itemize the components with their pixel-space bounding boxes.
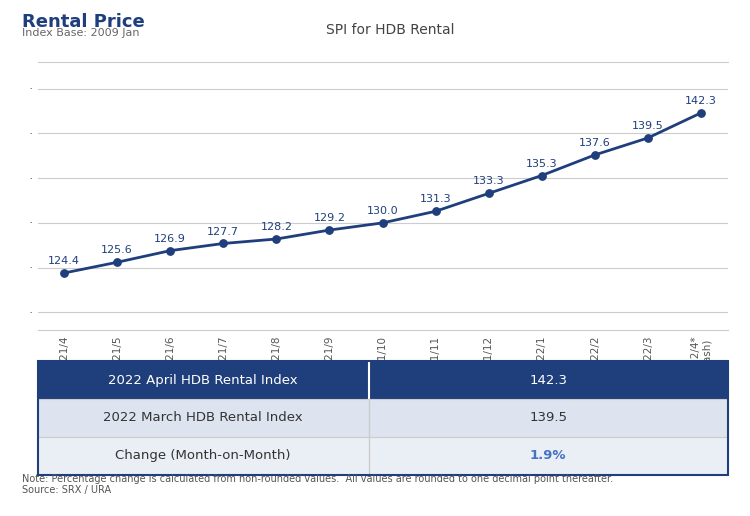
Text: 139.5: 139.5	[632, 121, 664, 131]
Point	[323, 226, 335, 234]
Text: 137.6: 137.6	[579, 138, 610, 148]
Point	[217, 239, 229, 248]
Point	[642, 134, 654, 142]
Point	[270, 235, 282, 243]
Text: 127.7: 127.7	[207, 227, 239, 236]
Point	[164, 247, 176, 255]
Text: 1.9%: 1.9%	[530, 449, 566, 462]
Text: 142.3: 142.3	[529, 374, 567, 386]
Text: 126.9: 126.9	[154, 234, 186, 244]
Text: 125.6: 125.6	[101, 245, 133, 255]
Point	[111, 258, 123, 266]
Text: Change (Month-on-Month): Change (Month-on-Month)	[116, 449, 291, 462]
Text: Rental Price: Rental Price	[22, 13, 146, 31]
Point	[58, 269, 70, 277]
Text: Note: Percentage change is calculated from non-rounded values.  All values are r: Note: Percentage change is calculated fr…	[22, 474, 613, 495]
Text: 130.0: 130.0	[367, 206, 398, 216]
Text: 124.4: 124.4	[48, 256, 80, 266]
Text: SPI for HDB Rental: SPI for HDB Rental	[326, 23, 454, 37]
Point	[376, 219, 388, 227]
Point	[483, 189, 495, 198]
Text: 2022 March HDB Rental Index: 2022 March HDB Rental Index	[104, 411, 303, 425]
Bar	[38, 361, 728, 399]
Point	[536, 171, 548, 180]
Text: 133.3: 133.3	[472, 176, 505, 186]
Point	[695, 109, 707, 117]
Point	[589, 151, 601, 159]
Point	[430, 207, 442, 215]
Text: Index Base: 2009 Jan: Index Base: 2009 Jan	[22, 28, 140, 38]
Bar	[38, 437, 728, 475]
Text: 131.3: 131.3	[420, 195, 452, 204]
Text: 139.5: 139.5	[529, 411, 567, 425]
Bar	[38, 399, 728, 437]
Text: 2022 April HDB Rental Index: 2022 April HDB Rental Index	[108, 374, 298, 386]
Text: 142.3: 142.3	[685, 96, 717, 106]
Text: 135.3: 135.3	[526, 158, 557, 169]
Text: 129.2: 129.2	[314, 213, 346, 223]
Text: 128.2: 128.2	[260, 222, 292, 232]
